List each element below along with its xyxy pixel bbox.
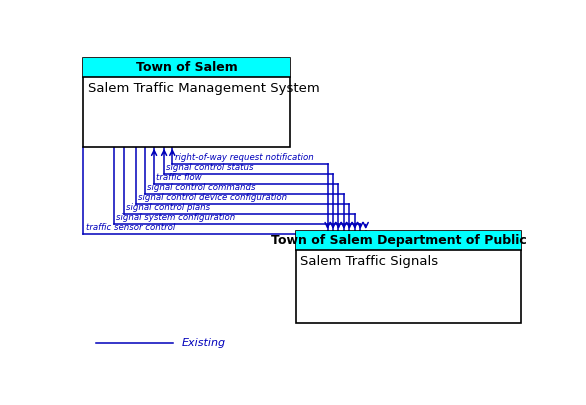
Text: Salem Traffic Signals: Salem Traffic Signals	[300, 255, 438, 268]
Text: signal control status: signal control status	[166, 163, 254, 172]
Text: traffic sensor control: traffic sensor control	[86, 223, 175, 232]
Text: Town of Salem Department of Public ...: Town of Salem Department of Public ...	[271, 234, 546, 247]
Text: traffic flow: traffic flow	[156, 173, 202, 182]
Text: signal system configuration: signal system configuration	[117, 213, 236, 222]
Bar	[296, 231, 522, 323]
Bar	[83, 58, 290, 77]
Text: Town of Salem: Town of Salem	[136, 61, 237, 74]
Text: signal control commands: signal control commands	[147, 183, 255, 192]
Text: Existing: Existing	[181, 338, 226, 348]
Text: Salem Traffic Management System: Salem Traffic Management System	[88, 82, 319, 95]
Text: right-of-way request notification: right-of-way request notification	[175, 153, 314, 162]
Text: signal control plans: signal control plans	[127, 202, 210, 212]
Bar	[83, 58, 290, 147]
Text: signal control device configuration: signal control device configuration	[138, 193, 287, 202]
Bar	[296, 231, 522, 250]
